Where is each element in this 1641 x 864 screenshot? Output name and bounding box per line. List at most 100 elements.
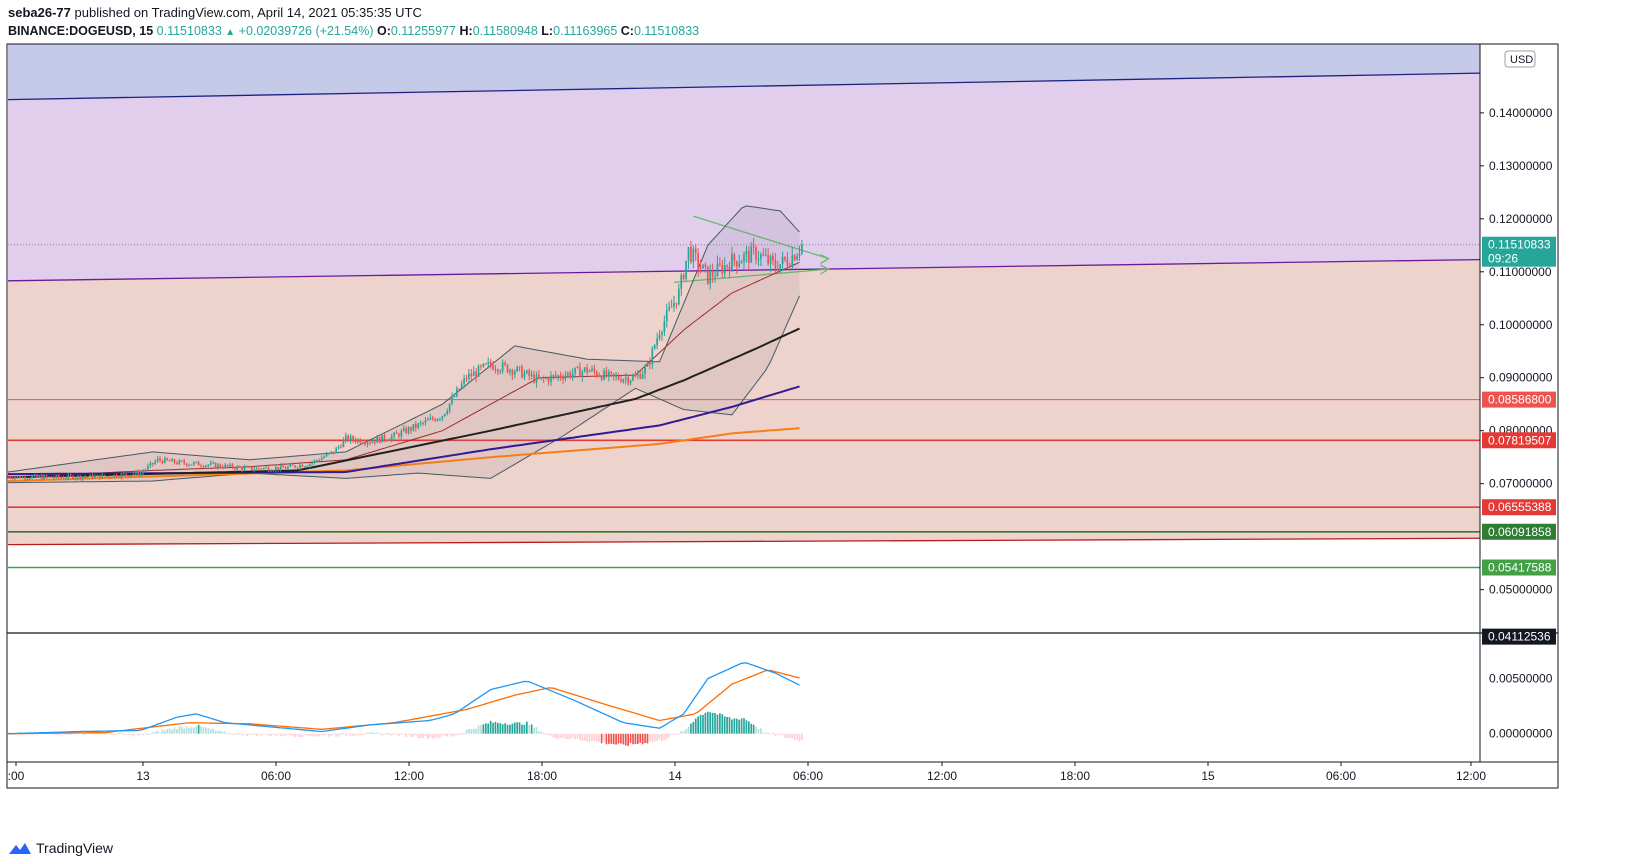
macd-histogram-bar xyxy=(159,732,161,734)
candle xyxy=(313,460,316,463)
candle xyxy=(284,467,287,469)
candle xyxy=(745,250,748,255)
candle xyxy=(301,465,304,468)
macd-histogram-bar xyxy=(610,733,613,744)
macd-histogram-bar xyxy=(721,714,724,734)
candle xyxy=(151,462,154,464)
price-label-box xyxy=(1482,391,1556,408)
candle xyxy=(291,464,294,466)
candle xyxy=(441,416,444,419)
macd-histogram-bar xyxy=(135,733,137,735)
macd-histogram-bar xyxy=(147,733,149,735)
macd-histogram-bar xyxy=(233,733,236,736)
macd-histogram-bar xyxy=(535,727,538,734)
macd-histogram-bar xyxy=(103,733,106,735)
macd-histogram-bar xyxy=(747,721,750,734)
macd-histogram-bar xyxy=(733,718,736,734)
x-tick-label: 14 xyxy=(668,769,682,783)
macd-histogram-bar xyxy=(122,733,125,735)
macd-histogram-bar xyxy=(757,729,760,734)
macd-histogram-bar xyxy=(463,732,465,734)
candle xyxy=(489,361,492,365)
y-tick-label: 0.10000000 xyxy=(1489,318,1553,332)
candle xyxy=(156,458,159,462)
candle xyxy=(96,474,99,476)
macd-histogram-bar xyxy=(347,733,350,735)
candle xyxy=(465,378,468,380)
candle xyxy=(212,462,214,464)
candle xyxy=(750,246,753,263)
candle xyxy=(455,388,458,397)
macd-histogram-bar xyxy=(511,723,514,734)
candle xyxy=(405,428,408,434)
macd-histogram-bar xyxy=(427,733,429,740)
candle xyxy=(86,476,89,478)
macd-histogram-bar xyxy=(649,733,651,742)
candle xyxy=(714,276,716,278)
candle xyxy=(354,440,357,442)
x-tick-label: 06:00 xyxy=(1326,769,1356,783)
macd-histogram-bar xyxy=(441,733,444,736)
candle xyxy=(270,470,272,472)
candle xyxy=(65,478,67,480)
candle xyxy=(576,366,579,368)
macd-histogram-bar xyxy=(793,733,796,741)
candle xyxy=(248,466,251,468)
candle xyxy=(801,244,803,254)
candle xyxy=(480,365,482,367)
macd-histogram-bar xyxy=(238,733,241,735)
candle xyxy=(7,476,9,478)
macd-histogram-bar xyxy=(743,718,745,734)
macd-histogram-bar xyxy=(151,732,154,734)
candle xyxy=(364,443,366,445)
candle xyxy=(335,447,338,454)
candle xyxy=(238,466,241,468)
macd-histogram-bar xyxy=(762,732,765,734)
macd-histogram-bar xyxy=(668,733,671,738)
candle xyxy=(472,371,475,377)
candle xyxy=(735,261,738,267)
macd-histogram-bar xyxy=(219,730,222,734)
macd-histogram-bar xyxy=(550,733,552,736)
macd-histogram-bar xyxy=(275,733,277,736)
macd-histogram-bar xyxy=(552,733,555,738)
macd-histogram-bar xyxy=(571,733,574,738)
macd-histogram-bar xyxy=(673,733,675,735)
candle xyxy=(231,464,234,468)
candle xyxy=(620,379,622,382)
candle xyxy=(723,265,726,274)
candle xyxy=(738,263,741,267)
candle xyxy=(26,478,29,480)
macd-histogram-bar xyxy=(480,724,482,734)
candle xyxy=(294,465,297,468)
candle xyxy=(634,376,637,378)
x-tick-label: 06:00 xyxy=(793,769,823,783)
candle xyxy=(542,377,545,379)
candle xyxy=(224,464,227,468)
macd-histogram-bar xyxy=(289,733,292,736)
candle xyxy=(629,380,632,383)
candle xyxy=(610,371,613,374)
candle xyxy=(468,373,470,380)
macd-histogram-bar xyxy=(248,733,251,735)
candle xyxy=(716,263,719,277)
candle xyxy=(103,474,106,477)
macd-histogram-bar xyxy=(796,733,798,740)
candle xyxy=(711,270,714,277)
candle xyxy=(593,368,596,372)
candle xyxy=(330,451,333,453)
macd-histogram-bar xyxy=(113,733,116,735)
candle xyxy=(226,464,229,467)
candle xyxy=(149,462,152,466)
candle xyxy=(721,264,724,274)
open-value: 0.11255977 xyxy=(390,24,456,38)
macd-histogram-bar xyxy=(651,733,654,743)
candle xyxy=(164,458,166,464)
macd-histogram-bar xyxy=(340,733,342,735)
candle xyxy=(171,459,173,462)
macd-histogram-bar xyxy=(258,733,260,735)
macd-histogram-bar xyxy=(663,733,666,741)
macd-histogram-bar xyxy=(352,733,354,736)
candle xyxy=(98,474,101,479)
